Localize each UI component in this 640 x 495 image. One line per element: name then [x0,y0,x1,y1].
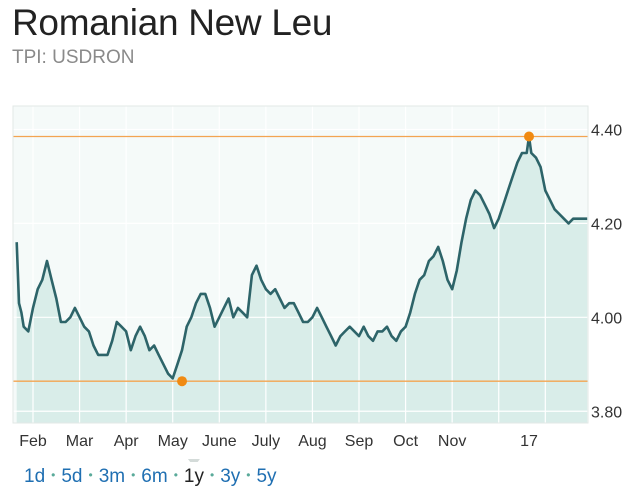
x-tick-label: July [252,433,280,450]
y-axis: 3.80 4.00 4.20 4.40 [591,122,622,421]
x-axis: Feb Mar Apr May June July Aug Sep Oct Nov 17 [19,433,538,450]
range-option-3y[interactable]: 3y [220,466,241,487]
x-tick-label: Apr [114,433,140,450]
range-option-5d[interactable]: 5d [61,466,83,487]
y-tick-label: 4.00 [591,310,622,327]
range-separator: • [131,468,136,482]
high-marker [524,131,534,142]
plot-border [12,105,589,424]
active-range-caret [187,459,200,462]
range-option-5y[interactable]: 5y [256,466,277,487]
x-tick-label: Sep [345,433,374,450]
x-tick-label: May [158,433,188,450]
range-separator: • [51,468,56,482]
range-option-6m[interactable]: 6m [141,466,168,487]
range-separator: • [246,468,251,482]
ticker-subtitle: TPI: USDRON [12,47,135,68]
plot-area [12,105,589,424]
x-tick-label: 17 [520,433,538,450]
x-tick-label: Nov [438,433,466,450]
range-separator: • [173,468,178,482]
range-separator: • [209,468,215,482]
price-chart: 3.80 4.00 4.20 4.40 Feb Mar Apr May June July Aug… [12,105,622,462]
x-tick-label: June [202,433,237,450]
range-option-1d[interactable]: 1d [24,466,46,487]
range-option-1y[interactable]: 1y [183,466,204,487]
x-tick-label: Feb [19,433,47,450]
range-selector: 1d • 5d • 3m • 6m • 1y • 3y • 5y [24,466,277,488]
x-tick-label: Oct [393,433,418,450]
y-tick-label: 4.40 [591,122,622,139]
page-title: Romanian New Leu [12,2,333,43]
y-tick-label: 4.20 [591,216,622,233]
x-tick-label: Aug [298,433,326,450]
range-separator: • [88,468,93,482]
range-option-3m[interactable]: 3m [98,466,126,487]
y-tick-label: 3.80 [591,404,622,421]
low-marker [177,376,188,387]
x-tick-label: Mar [66,433,94,450]
series-line [15,135,588,380]
series-area [16,136,588,423]
